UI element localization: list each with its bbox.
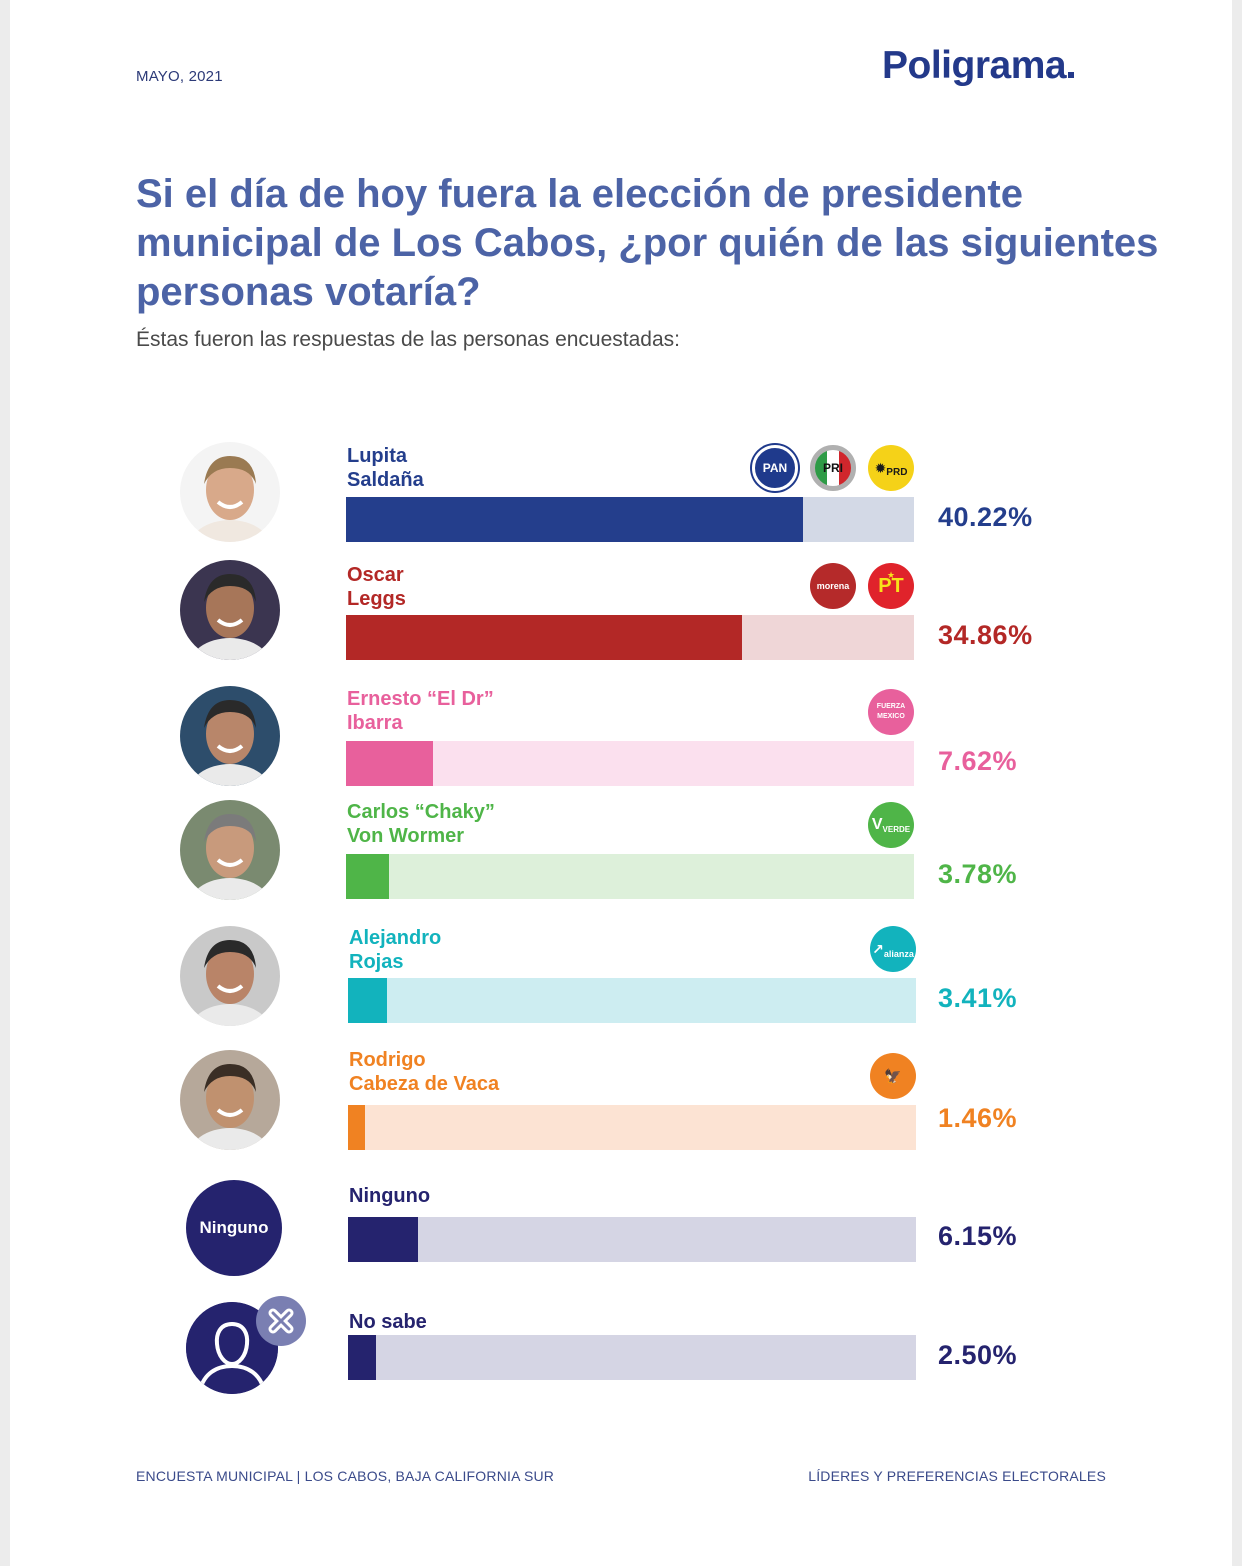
candidate-name-line1: Lupita: [347, 445, 407, 467]
bar-track: [346, 615, 914, 660]
nueva-alianza-logo-icon: ↗ alianza: [870, 926, 916, 972]
candidate-name: Ernesto “El Dr” Ibarra: [347, 687, 494, 735]
candidate-name-line2: Cabeza de Vaca: [349, 1073, 500, 1095]
bar-track: [348, 978, 916, 1023]
candidate-name-line2: Saldaña: [347, 469, 424, 491]
bar-track: [346, 854, 914, 899]
brand-name: Poligrama: [882, 44, 1067, 87]
person-photo-icon: [189, 940, 271, 1026]
bar-track: [346, 497, 914, 542]
candidate-name-line1: Ernesto “El Dr”: [347, 688, 494, 710]
candidate-name-line1: Oscar: [347, 564, 404, 586]
bar-track: [348, 1217, 916, 1262]
bar-value-label: 2.50%: [938, 1340, 1018, 1370]
candidate-name-line1: No sabe: [349, 1311, 427, 1333]
candidate-name-line1: Carlos “Chaky”: [347, 801, 495, 823]
party-logos: morena ★ PT: [810, 563, 914, 609]
bar-fill: [346, 615, 742, 660]
bar-fill: [348, 1335, 377, 1380]
bar-track: [346, 741, 914, 786]
pt-logo-icon: ★ PT: [868, 563, 914, 609]
chart-subtitle: Éstas fueron las respuestas de las perso…: [136, 328, 680, 351]
bar-track: [348, 1105, 916, 1150]
candidate-photo: [180, 560, 280, 660]
candidate-name: Ninguno: [349, 1184, 430, 1208]
candidate-photo: [180, 686, 280, 786]
candidate-photo: [180, 442, 280, 542]
party-logos: V VERDE: [868, 802, 914, 848]
bar-fill: [346, 741, 433, 786]
person-photo-icon: [189, 700, 271, 786]
candidate-name-line2: Von Wormer: [347, 825, 465, 847]
person-photo-icon: [189, 574, 271, 660]
bar-value-label: 7.62%: [938, 746, 1018, 776]
brand-logo: Poligrama: [882, 44, 1075, 88]
prd-logo-icon: ✹ PRD: [868, 445, 914, 491]
brand-dot-icon: [1068, 72, 1075, 78]
candidate-name: Alejandro Rojas: [349, 926, 441, 974]
party-logos: PAN PRI ✹ PRD: [752, 445, 914, 491]
movimiento-ciudadano-logo-icon: 🦅: [870, 1053, 916, 1099]
bar-fill: [348, 1217, 418, 1262]
bar-track: [348, 1335, 916, 1380]
candidate-name-line2: Rojas: [349, 951, 404, 973]
candidate-name-line2: Ibarra: [347, 712, 403, 734]
ninguno-avatar-label: Ninguno: [199, 1218, 269, 1237]
person-photo-icon: [189, 1064, 271, 1150]
candidate-name: Oscar Leggs: [347, 563, 406, 611]
candidate-name-line1: Rodrigo: [349, 1049, 426, 1071]
bar-value-label: 3.41%: [938, 983, 1018, 1013]
survey-date: MAYO, 2021: [136, 68, 223, 85]
candidate-name-line2: Leggs: [347, 588, 406, 610]
bar-value-label: 1.46%: [938, 1103, 1018, 1133]
candidate-photo: [180, 800, 280, 900]
candidate-name-line1: Alejandro: [349, 927, 442, 949]
infographic-page: MAYO, 2021 Poligrama Si el día de hoy fu…: [10, 0, 1232, 1566]
bar-fill: [346, 854, 389, 899]
candidate-photo: [180, 1050, 280, 1150]
bar-value-label: 40.22%: [938, 502, 1033, 532]
candidate-name: Lupita Saldaña: [347, 444, 424, 492]
candidate-name: No sabe: [349, 1310, 427, 1334]
person-photo-icon: [189, 456, 271, 542]
candidate-name: Rodrigo Cabeza de Vaca: [349, 1048, 499, 1096]
footer-report-section: LÍDERES Y PREFERENCIAS ELECTORALES: [808, 1468, 1106, 1484]
unknown-x-badge-icon: [256, 1296, 306, 1346]
bar-value-label: 34.86%: [938, 620, 1033, 650]
party-logos: 🦅: [870, 1053, 916, 1099]
morena-logo-icon: morena: [810, 563, 856, 609]
bar-fill: [348, 978, 387, 1023]
footer-survey-info: ENCUESTA MUNICIPAL | LOS CABOS, BAJA CAL…: [136, 1468, 555, 1484]
party-logos: FUERZA MEXICO: [868, 689, 914, 735]
pri-logo-icon: PRI: [810, 445, 856, 491]
person-outline-icon: [186, 1302, 278, 1394]
candidate-avatar: [186, 1296, 306, 1394]
party-logos: ↗ alianza: [870, 926, 916, 972]
candidate-name-line1: Ninguno: [349, 1185, 431, 1207]
fuerza-mexico-logo-icon: FUERZA MEXICO: [868, 689, 914, 735]
bar-fill: [346, 497, 803, 542]
candidate-avatar: Ninguno: [186, 1180, 282, 1276]
bar-value-label: 3.78%: [938, 859, 1018, 889]
chart-title: Si el día de hoy fuera la elección de pr…: [136, 172, 1159, 314]
pan-logo-icon: PAN: [752, 445, 798, 491]
bar-fill: [348, 1105, 365, 1150]
verde-logo-icon: V VERDE: [868, 802, 914, 848]
bar-value-label: 6.15%: [938, 1221, 1018, 1251]
candidate-photo: [180, 926, 280, 1026]
candidate-name: Carlos “Chaky” Von Wormer: [347, 800, 495, 848]
person-photo-icon: [189, 814, 271, 900]
